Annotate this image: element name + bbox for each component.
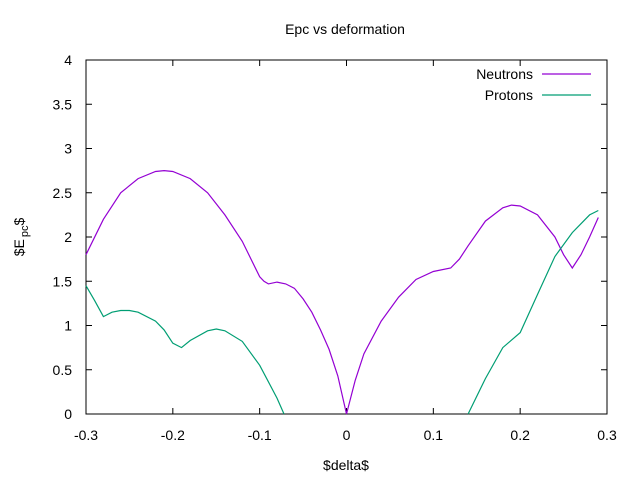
x-tick-label: 0.1 (424, 427, 444, 443)
legend-label-neutrons: Neutrons (476, 66, 533, 82)
x-tick-label: -0.3 (74, 427, 98, 443)
x-tick-label: 0.2 (510, 427, 530, 443)
y-tick-label: 3.5 (53, 96, 73, 112)
series-line-protons (85, 285, 285, 415)
series-lines (85, 169, 599, 415)
y-tick-label: 4 (64, 52, 72, 68)
y-tick-label: 2 (64, 229, 72, 245)
y-tick-label: 0.5 (53, 362, 73, 378)
y-axis-label-end: $ (11, 218, 27, 226)
plot-frame (85, 59, 608, 415)
y-axis-ticks: 0 0.5 1 1.5 2 2.5 3 3.5 4 (53, 52, 607, 422)
y-tick-label: 1.5 (53, 273, 73, 289)
x-tick-label: 0.3 (597, 427, 617, 443)
y-tick-label: 1 (64, 318, 72, 334)
x-tick-label: -0.2 (161, 427, 185, 443)
y-tick-label: 3 (64, 141, 72, 157)
legend: Neutrons Protons (476, 66, 591, 103)
y-tick-label: 0 (64, 406, 72, 422)
y-axis-label-main: $E (11, 239, 27, 256)
x-axis-label: $delta$ (323, 457, 369, 473)
y-axis-label-subscript: pc (19, 225, 31, 237)
legend-label-protons: Protons (485, 87, 533, 103)
x-tick-label: -0.1 (248, 427, 272, 443)
y-tick-label: 2.5 (53, 185, 73, 201)
series-line-protons-segment-2 (467, 209, 599, 415)
chart-title: Epc vs deformation (285, 21, 405, 37)
y-axis-label: $E pc$ (11, 218, 31, 257)
series-line-neutrons (85, 169, 599, 415)
x-tick-label: 0 (343, 427, 351, 443)
x-axis-ticks: -0.3 -0.2 -0.1 0 0.1 0.2 0.3 (74, 60, 617, 443)
